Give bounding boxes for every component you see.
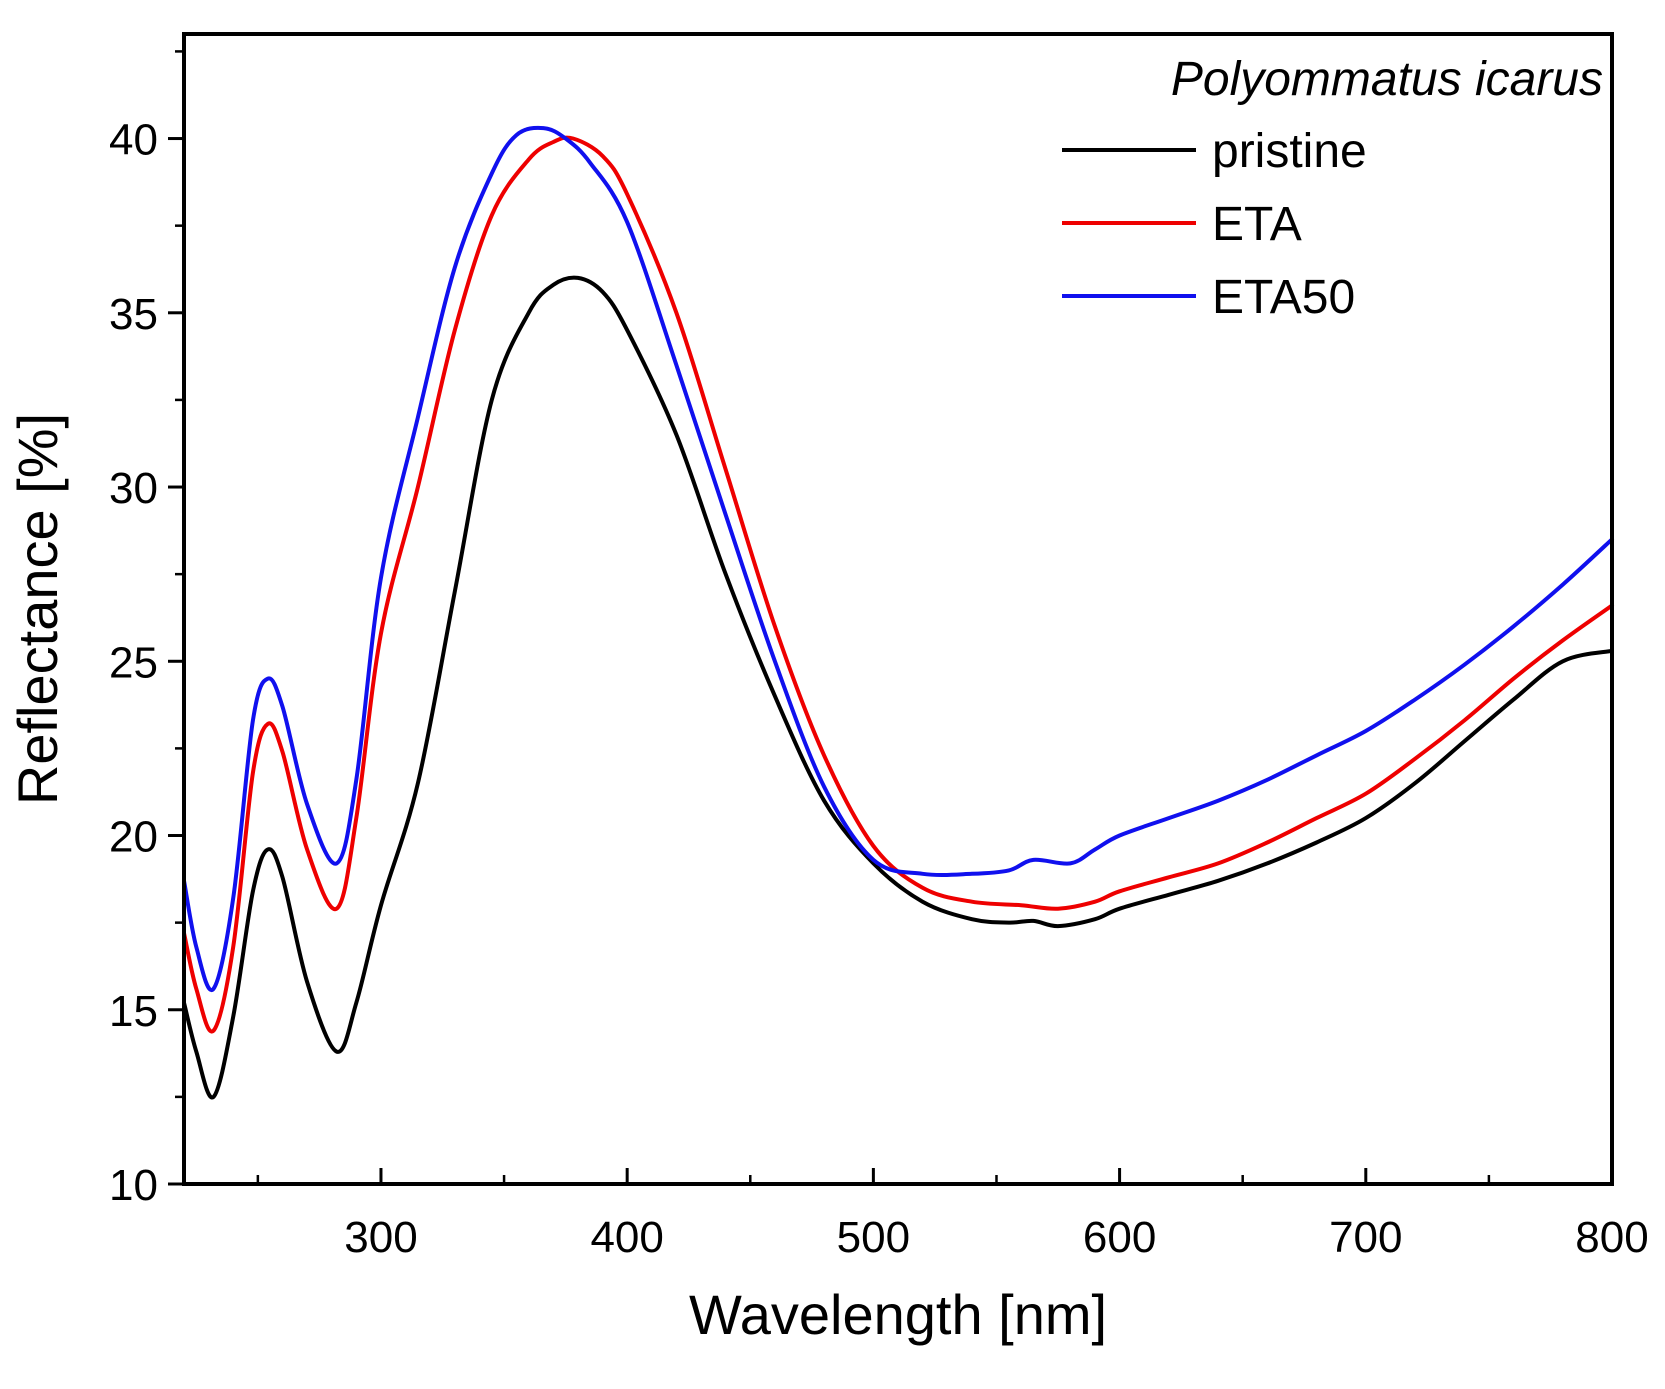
legend-label-eta50: ETA50 — [1212, 271, 1355, 324]
x-tick-label: 800 — [1575, 1213, 1648, 1262]
x-tick-label: 500 — [837, 1213, 910, 1262]
y-axis-title: Reflectance [%] — [6, 413, 69, 805]
series-line-pristine — [182, 275, 1614, 1100]
legend-title: Polyommatus icarus — [1171, 53, 1603, 106]
x-tick-label: 400 — [590, 1213, 663, 1262]
y-tick-label: 40 — [109, 116, 158, 165]
series-lines — [182, 125, 1614, 1100]
legend-label-pristine: pristine — [1212, 125, 1367, 178]
y-tick-label: 15 — [109, 987, 158, 1036]
y-tick-label: 20 — [109, 813, 158, 862]
major-ticks — [168, 137, 1614, 1186]
plot-frame — [182, 32, 1614, 1186]
x-tick-label: 600 — [1083, 1213, 1156, 1262]
x-tick-labels: 300 400 500 600 700 800 — [344, 1213, 1648, 1262]
legend: Polyommatus icarus pristine ETA ETA50 — [1062, 53, 1603, 324]
y-tick-label: 25 — [109, 638, 158, 687]
series-line-eta50 — [182, 125, 1614, 993]
y-tick-label: 35 — [109, 290, 158, 339]
x-tick-label: 700 — [1329, 1213, 1402, 1262]
x-axis-title: Wavelength [nm] — [689, 1283, 1107, 1346]
series-line-eta — [182, 135, 1614, 1034]
x-tick-label: 300 — [344, 1213, 417, 1262]
y-tick-label: 30 — [109, 464, 158, 513]
y-tick-labels: 10 15 20 25 30 35 40 — [109, 116, 158, 1210]
legend-label-eta: ETA — [1212, 198, 1302, 251]
y-tick-label: 10 — [109, 1161, 158, 1210]
